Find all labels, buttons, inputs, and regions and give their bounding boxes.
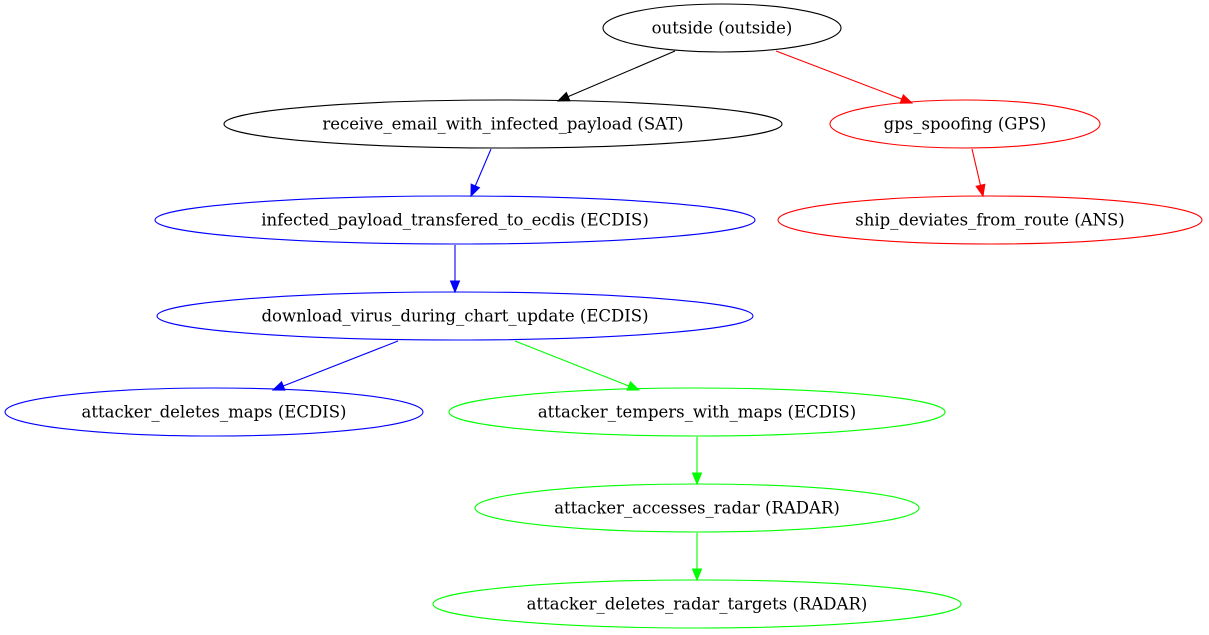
node-label: attacker_tempers_with_maps (ECDIS) [538, 403, 856, 422]
arrowhead [899, 93, 914, 104]
edge-line [283, 340, 399, 387]
edge-outside-to-receive_email [556, 50, 676, 102]
node-receive_email: receive_email_with_infected_payload (SAT… [223, 99, 783, 149]
node-gps_spoofing: gps_spoofing (GPS) [829, 99, 1101, 149]
arrowhead [470, 183, 481, 198]
node-ellipse [829, 99, 1101, 149]
node-infected_payload: infected_payload_transfered_to_ecdis (EC… [154, 195, 756, 245]
node-ellipse [602, 3, 842, 53]
arrowhead [626, 380, 641, 391]
edge-accesses_radar-to-deletes_radar_targets [691, 533, 703, 582]
node-ellipse [156, 291, 754, 341]
node-ellipse [432, 579, 962, 629]
edge-gps_spoofing-to-ship_deviates [971, 148, 986, 198]
edge-outside-to-gps_spoofing [775, 50, 914, 104]
arrowhead [691, 472, 703, 486]
node-outside: outside (outside) [602, 3, 842, 53]
node-label: infected_payload_transfered_to_ecdis (EC… [261, 211, 649, 230]
node-download_virus: download_virus_during_chart_update (ECDI… [156, 291, 754, 341]
edges-layer [271, 50, 986, 582]
node-label: attacker_accesses_radar (RADAR) [554, 499, 840, 518]
node-label: gps_spoofing (GPS) [884, 115, 1047, 134]
edge-tempers_maps-to-accesses_radar [691, 437, 703, 486]
node-deletes_maps: attacker_deletes_maps (ECDIS) [4, 387, 424, 437]
arrowhead [449, 280, 461, 294]
node-accesses_radar: attacker_accesses_radar (RADAR) [474, 483, 920, 533]
node-label: receive_email_with_infected_payload (SAT… [322, 115, 683, 134]
node-ellipse [4, 387, 424, 437]
arrowhead [691, 568, 703, 582]
node-label: attacker_deletes_maps (ECDIS) [82, 403, 347, 422]
arrowhead [556, 91, 571, 102]
node-ellipse [223, 99, 783, 149]
node-label: attacker_deletes_radar_targets (RADAR) [527, 595, 868, 614]
edge-receive_email-to-infected_payload [470, 148, 492, 198]
node-tempers_maps: attacker_tempers_with_maps (ECDIS) [448, 387, 946, 437]
node-ship_deviates: ship_deviates_from_route (ANS) [777, 195, 1203, 245]
node-ellipse [777, 195, 1203, 245]
arrowhead [271, 380, 286, 391]
node-ellipse [154, 195, 756, 245]
node-label: outside (outside) [652, 19, 793, 38]
edge-line [775, 50, 902, 100]
edge-download_virus-to-tempers_maps [514, 340, 641, 391]
edge-line [971, 148, 982, 186]
nodes-layer: outside (outside) receive_email_with_infe… [4, 3, 1203, 629]
node-label: download_virus_during_chart_update (ECDI… [261, 307, 648, 326]
node-ellipse [474, 483, 920, 533]
node-label: ship_deviates_from_route (ANS) [855, 211, 1125, 230]
edge-infected_payload-to-download_virus [449, 245, 461, 294]
edge-download_virus-to-deletes_maps [271, 340, 399, 391]
arrowhead [975, 183, 986, 198]
edge-line [514, 340, 629, 387]
edge-line [474, 148, 492, 187]
node-ellipse [448, 387, 946, 437]
node-deletes_radar_targets: attacker_deletes_radar_targets (RADAR) [432, 579, 962, 629]
edge-line [567, 50, 676, 98]
